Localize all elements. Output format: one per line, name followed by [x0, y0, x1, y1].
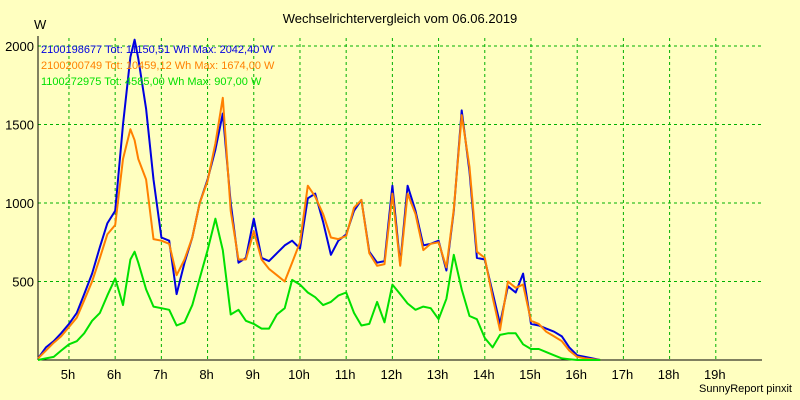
series-line [37, 217, 601, 361]
x-tick-label: 6h [107, 367, 121, 382]
axis-ticks: 500 1000 1500 2000 5h 6h 7h 8h 9h 10h 11h 12h 13h 14h… [5, 39, 726, 382]
grid [37, 36, 762, 361]
series-lines [37, 38, 601, 361]
y-tick-label: 1000 [5, 196, 34, 211]
x-tick-label: 8h [199, 367, 213, 382]
x-tick-label: 16h [565, 367, 587, 382]
x-tick-label: 9h [246, 367, 260, 382]
x-tick-label: 7h [153, 367, 167, 382]
x-tick-label: 19h [704, 367, 726, 382]
x-tick-label: 12h [381, 367, 403, 382]
series-line [37, 96, 601, 361]
x-tick-label: 15h [519, 367, 541, 382]
legend-entry: 1100272975 Tot: 4585,00 Wh Max: 907,00 W [41, 76, 262, 88]
footer-credit: SunnyReport pinxit [699, 383, 792, 395]
legend-entry: 2100198677 Tot: 11150,51 Wh Max: 2042,40… [41, 44, 273, 56]
x-tick-label: 11h [335, 367, 356, 382]
x-tick-label: 10h [288, 367, 310, 382]
x-tick-label: 13h [427, 367, 449, 382]
x-tick-label: 17h [612, 367, 634, 382]
y-axis-unit: W [34, 17, 47, 32]
y-tick-label: 1500 [5, 118, 34, 133]
x-tick-label: 18h [658, 367, 680, 382]
y-tick-label: 500 [12, 275, 34, 290]
legend-entry: 2100200749 Tot: 10459,12 Wh Max: 1674,00… [41, 60, 275, 72]
y-tick-label: 2000 [5, 39, 34, 54]
x-tick-label: 5h [61, 367, 75, 382]
chart-title: Wechselrichtervergleich vom 06.06.2019 [282, 11, 518, 26]
legend: 2100198677 Tot: 11150,51 Wh Max: 2042,40… [41, 42, 274, 90]
x-tick-label: 14h [473, 367, 495, 382]
